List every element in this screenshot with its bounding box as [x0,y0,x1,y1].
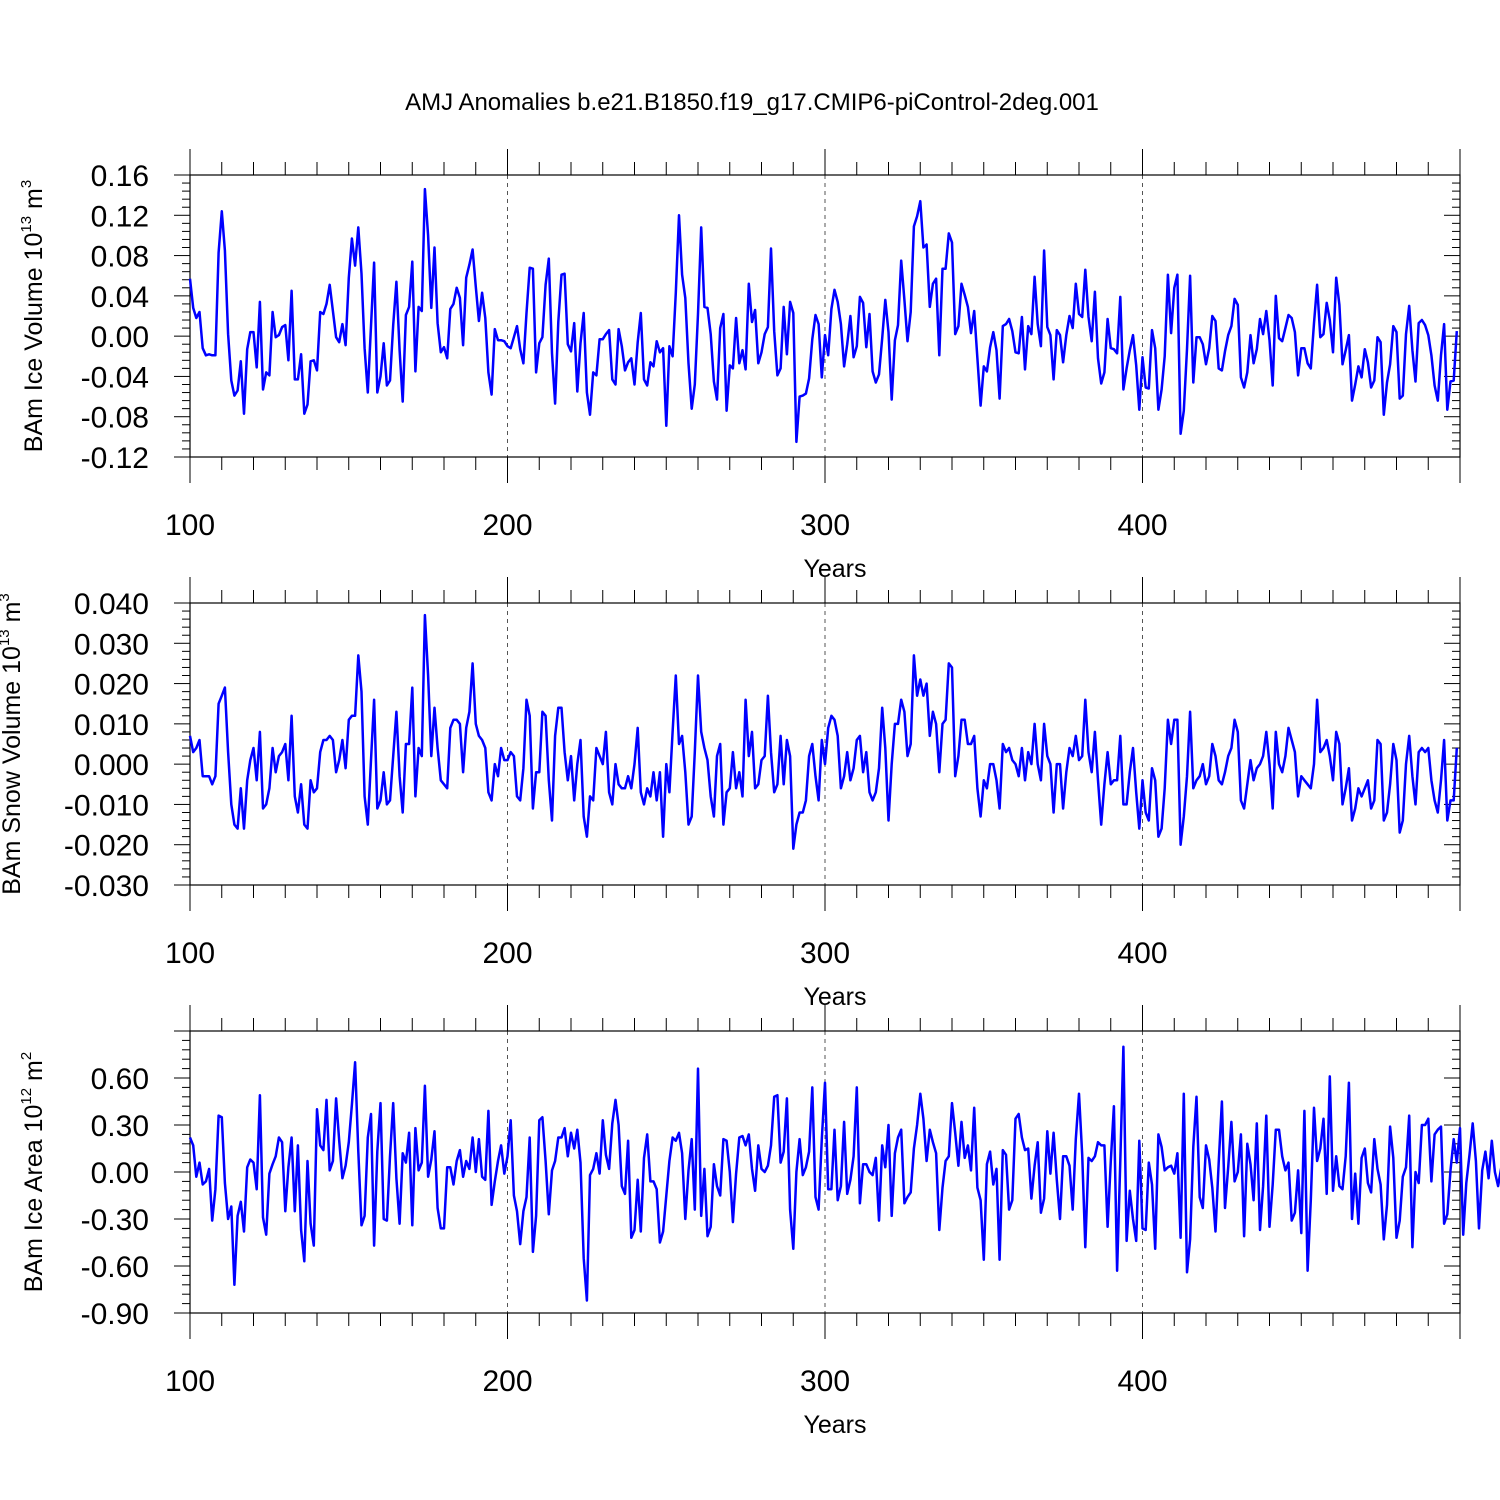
series-line-ice-volume [188,187,1459,444]
x-tick-label: 300 [800,937,850,970]
y-tick-label: -0.08 [81,402,149,435]
x-axis-label: Years [803,1411,866,1439]
y-axis-label-text: BAm Snow Volume 10 [0,646,26,895]
x-tick-label: 300 [800,1365,850,1398]
y-tick-label: 0.30 [91,1110,149,1143]
x-tick-label: 100 [165,509,215,542]
y-tick-label: 0.16 [91,160,149,193]
y-axis-label: BAm Ice Volume 1013 m3 [18,180,48,452]
y-tick-label: -0.30 [81,1204,149,1237]
y-axis-label-unit-exponent: 2 [18,1052,35,1060]
y-tick-label: -0.90 [81,1298,149,1331]
y-axis-label-exponent: 12 [18,1088,35,1105]
y-axis-label-unit-exponent: 3 [18,180,35,188]
y-tick-label: -0.12 [81,442,149,475]
series-line-snow-volume [188,613,1459,850]
y-tick-label: 0.12 [91,200,149,233]
panel-snow-volume: 100 200 300 400 -0.030 -0.020 -0.010 0.000 0.010… [0,577,1461,1011]
y-tick-label: -0.020 [64,830,149,863]
y-axis-label-unit: m [20,1060,48,1088]
panel-ice-area: 100 200 300 400 -0.90 -0.60 -0.30 0.00 0.30 0.60 Y… [18,1005,1500,1439]
x-tick-label: 100 [165,1365,215,1398]
series-line-ice-area [188,1045,1500,1302]
y-tick-label: 0.00 [91,321,149,354]
y-tick-label: 0.00 [91,1157,149,1190]
x-tick-label: 400 [1117,509,1167,542]
y-tick-label: -0.60 [81,1251,149,1284]
y-tick-label: -0.030 [64,870,149,903]
y-tick-label: -0.04 [81,361,149,394]
y-tick-label: 0.030 [74,628,149,661]
y-tick-label: 0.04 [91,281,149,314]
y-tick-label: 0.000 [74,749,149,782]
y-tick-label: 0.020 [74,669,149,702]
y-axis-label-exponent: 13 [18,216,35,233]
y-axis-label-text: BAm Ice Area 10 [20,1105,48,1293]
y-axis-label: BAm Snow Volume 1013 m3 [0,593,26,895]
x-tick-label: 200 [482,1365,532,1398]
x-tick-label: 200 [482,937,532,970]
y-tick-label: 0.08 [91,241,149,274]
figure-title: AMJ Anomalies b.e21.B1850.f19_g17.CMIP6-… [405,89,1099,116]
y-axis-label: BAm Ice Area 1012 m2 [18,1052,48,1292]
x-tick-label: 400 [1117,937,1167,970]
x-tick-label: 400 [1117,1365,1167,1398]
y-tick-label: -0.010 [64,789,149,822]
y-axis-label-unit: m [0,602,26,630]
x-tick-label: 100 [165,937,215,970]
y-axis-label-unit-exponent: 3 [0,593,13,601]
x-axis-label: Years [803,983,866,1011]
panel-ice-volume: 100 200 300 400 -0.12 -0.08 -0.04 0.00 0.04 0.08 0… [18,149,1461,583]
x-tick-label: 200 [482,509,532,542]
y-tick-label: 0.040 [74,588,149,621]
y-axis-label-exponent: 13 [0,629,13,646]
y-tick-label: 0.60 [91,1063,149,1096]
x-axis-label: Years [803,555,866,583]
y-axis-label-text: BAm Ice Volume 10 [20,233,48,453]
x-tick-label: 300 [800,509,850,542]
y-axis-label-unit: m [20,188,48,216]
y-tick-label: 0.010 [74,709,149,742]
